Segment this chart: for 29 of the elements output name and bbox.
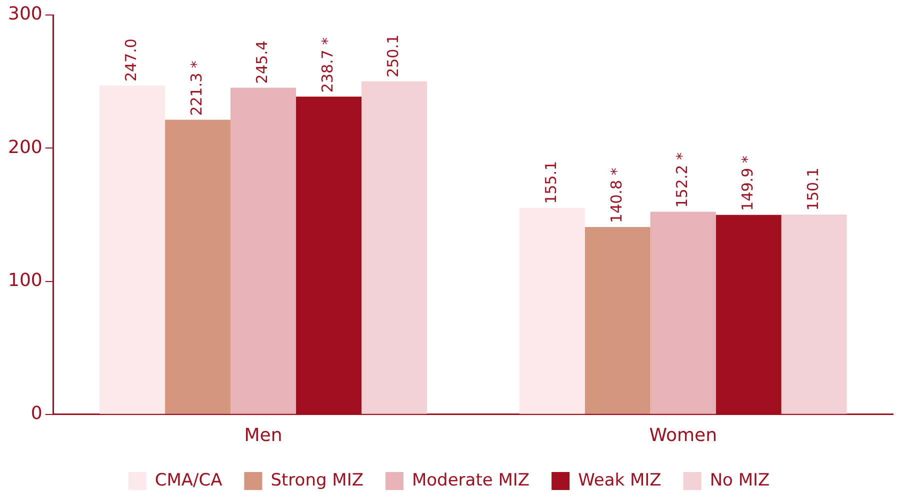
legend-label: Weak MIZ [578, 470, 662, 490]
legend-label: CMA/CA [154, 470, 223, 490]
data-label: 152.2 * [672, 152, 691, 208]
bar [519, 208, 585, 414]
y-tick-label: 0 [30, 403, 42, 424]
bar [100, 86, 166, 414]
data-label: 250.1 [384, 34, 402, 78]
x-tick-label: Women [649, 424, 717, 446]
legend-label: Strong MIZ [270, 470, 364, 490]
data-label: 245.4 [253, 40, 272, 84]
legend-label: No MIZ [710, 470, 770, 490]
bar [230, 88, 296, 414]
data-label: 247.0 [122, 38, 140, 82]
data-label: 140.8 * [607, 167, 626, 223]
data-label: 150.1 [804, 168, 822, 211]
bar [362, 81, 427, 414]
x-tick-label: Men [244, 424, 282, 446]
data-label: 238.7 * [318, 36, 337, 93]
legend-label: Moderate MIZ [412, 470, 530, 490]
data-label: 149.9 * [738, 155, 756, 211]
bar [650, 212, 716, 414]
bar [165, 120, 231, 414]
y-tick-label: 300 [8, 4, 42, 25]
data-label: 155.1 [542, 160, 560, 204]
bar [584, 226, 650, 414]
data-label: 221.3 * [188, 60, 206, 116]
y-tick-label: 100 [8, 270, 42, 291]
y-tick-label: 200 [8, 136, 42, 158]
bar [781, 214, 847, 414]
